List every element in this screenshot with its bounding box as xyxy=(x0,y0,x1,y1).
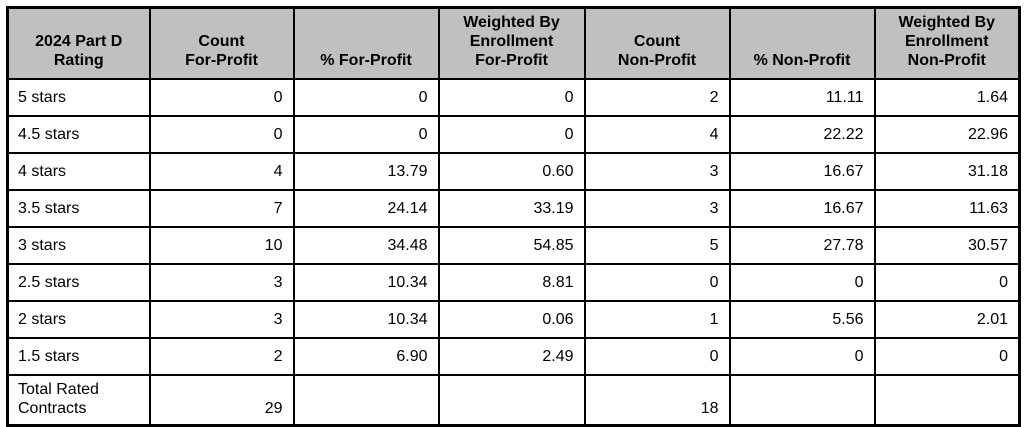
table-row: 4 stars 4 13.79 0.60 3 16.67 31.18 xyxy=(6,152,1021,191)
cell-weighted-non-profit: 0 xyxy=(873,337,1021,376)
table-row-total: Total Rated Contracts 29 18 xyxy=(6,374,1021,427)
cell-count-non-profit: 5 xyxy=(583,226,731,265)
cell-percent-for-profit: 10.34 xyxy=(292,300,440,339)
table-row: 3.5 stars 7 24.14 33.19 3 16.67 11.63 xyxy=(6,189,1021,228)
cell-weighted-for-profit: 0 xyxy=(437,78,586,117)
table-row: 5 stars 0 0 0 2 11.11 1.64 xyxy=(6,78,1021,117)
cell-weighted-for-profit: 2.49 xyxy=(437,337,586,376)
rating-label: 1.5 stars xyxy=(6,337,151,376)
cell-total-count-for-profit: 29 xyxy=(148,374,295,427)
total-label: Total Rated Contracts xyxy=(6,374,151,427)
cell-percent-non-profit: 16.67 xyxy=(728,189,876,228)
header-count-non-profit: Count Non-Profit xyxy=(583,6,731,80)
cell-count-non-profit: 3 xyxy=(583,152,731,191)
cell-count-non-profit: 3 xyxy=(583,189,731,228)
cell-percent-non-profit: 0 xyxy=(728,263,876,302)
cell-count-non-profit: 1 xyxy=(583,300,731,339)
header-percent-non-profit: % Non-Profit xyxy=(728,6,876,80)
cell-weighted-non-profit: 1.64 xyxy=(873,78,1021,117)
cell-count-for-profit: 3 xyxy=(148,300,295,339)
cell-percent-for-profit: 0 xyxy=(292,115,440,154)
cell-weighted-non-profit: 0 xyxy=(873,263,1021,302)
cell-percent-for-profit: 24.14 xyxy=(292,189,440,228)
cell-count-for-profit: 10 xyxy=(148,226,295,265)
rating-label: 5 stars xyxy=(6,78,151,117)
rating-label: 3.5 stars xyxy=(6,189,151,228)
cell-count-for-profit: 0 xyxy=(148,78,295,117)
cell-percent-for-profit: 13.79 xyxy=(292,152,440,191)
cell-percent-non-profit: 22.22 xyxy=(728,115,876,154)
cell-weighted-for-profit: 33.19 xyxy=(437,189,586,228)
table-row: 2 stars 3 10.34 0.06 1 5.56 2.01 xyxy=(6,300,1021,339)
header-2024-part-d-rating: 2024 Part D Rating xyxy=(6,6,151,80)
cell-weighted-for-profit: 8.81 xyxy=(437,263,586,302)
cell-count-non-profit: 4 xyxy=(583,115,731,154)
cell-percent-non-profit: 11.11 xyxy=(728,78,876,117)
cell-percent-for-profit: 6.90 xyxy=(292,337,440,376)
cell-weighted-non-profit: 22.96 xyxy=(873,115,1021,154)
cell-percent-non-profit: 0 xyxy=(728,337,876,376)
cell-weighted-non-profit: 2.01 xyxy=(873,300,1021,339)
cell-empty xyxy=(873,374,1021,427)
table-row: 1.5 stars 2 6.90 2.49 0 0 0 xyxy=(6,337,1021,376)
header-percent-for-profit: % For-Profit xyxy=(292,6,440,80)
rating-label: 4 stars xyxy=(6,152,151,191)
cell-count-for-profit: 2 xyxy=(148,337,295,376)
rating-label: 2.5 stars xyxy=(6,263,151,302)
cell-weighted-non-profit: 11.63 xyxy=(873,189,1021,228)
header-weighted-enrollment-for-profit: Weighted By Enrollment For-Profit xyxy=(437,6,586,80)
cell-count-non-profit: 0 xyxy=(583,263,731,302)
cell-total-count-non-profit: 18 xyxy=(583,374,731,427)
cell-count-for-profit: 7 xyxy=(148,189,295,228)
cell-count-non-profit: 2 xyxy=(583,78,731,117)
cell-weighted-for-profit: 54.85 xyxy=(437,226,586,265)
table-row: 3 stars 10 34.48 54.85 5 27.78 30.57 xyxy=(6,226,1021,265)
cell-percent-for-profit: 0 xyxy=(292,78,440,117)
cell-percent-non-profit: 27.78 xyxy=(728,226,876,265)
rating-label: 4.5 stars xyxy=(6,115,151,154)
cell-weighted-non-profit: 30.57 xyxy=(873,226,1021,265)
cell-count-for-profit: 0 xyxy=(148,115,295,154)
cell-empty xyxy=(437,374,586,427)
header-count-for-profit: Count For-Profit xyxy=(148,6,295,80)
rating-label: 2 stars xyxy=(6,300,151,339)
cell-empty xyxy=(728,374,876,427)
table-row: 4.5 stars 0 0 0 4 22.22 22.96 xyxy=(6,115,1021,154)
cell-weighted-for-profit: 0 xyxy=(437,115,586,154)
cell-weighted-for-profit: 0.06 xyxy=(437,300,586,339)
table-header-row: 2024 Part D Rating Count For-Profit % Fo… xyxy=(6,6,1021,80)
cell-weighted-non-profit: 31.18 xyxy=(873,152,1021,191)
header-weighted-enrollment-non-profit: Weighted By Enrollment Non-Profit xyxy=(873,6,1021,80)
cell-empty xyxy=(292,374,440,427)
cell-count-for-profit: 4 xyxy=(148,152,295,191)
cell-count-for-profit: 3 xyxy=(148,263,295,302)
cell-percent-for-profit: 34.48 xyxy=(292,226,440,265)
cell-count-non-profit: 0 xyxy=(583,337,731,376)
rating-label: 3 stars xyxy=(6,226,151,265)
part-d-rating-table: 2024 Part D Rating Count For-Profit % Fo… xyxy=(6,6,1021,427)
cell-percent-non-profit: 16.67 xyxy=(728,152,876,191)
table-row: 2.5 stars 3 10.34 8.81 0 0 0 xyxy=(6,263,1021,302)
cell-percent-for-profit: 10.34 xyxy=(292,263,440,302)
cell-percent-non-profit: 5.56 xyxy=(728,300,876,339)
cell-weighted-for-profit: 0.60 xyxy=(437,152,586,191)
